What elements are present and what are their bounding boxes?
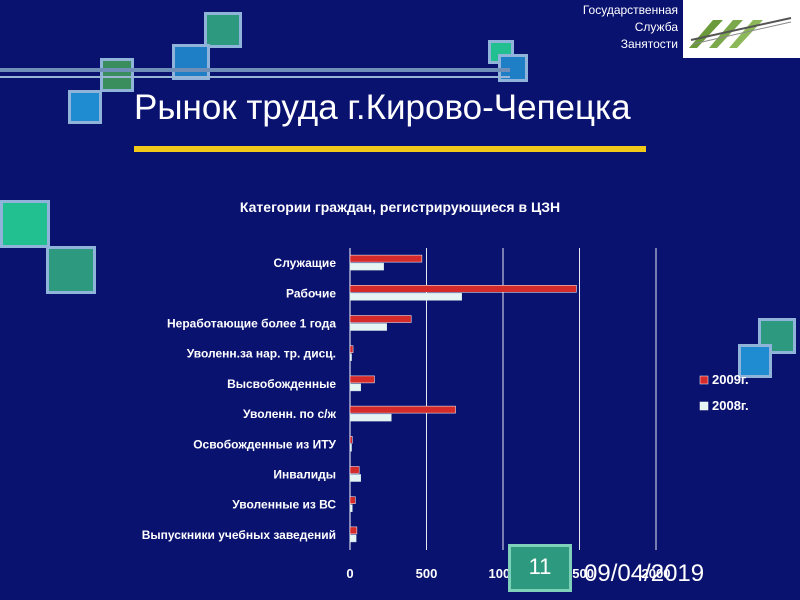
category-label: Освобожденные из ИТУ	[193, 437, 336, 451]
category-label: Уволенные из ВС	[232, 498, 336, 512]
category-label: Инвалиды	[273, 468, 336, 482]
title-underline	[134, 146, 646, 152]
chart-title: Категории граждан, регистрирующиеся в ЦЗ…	[239, 199, 561, 215]
x-tick-label: 2000	[642, 566, 671, 581]
bar-2009	[349, 405, 456, 414]
x-tick-label: 0	[346, 566, 353, 581]
bar-2008	[349, 504, 353, 512]
bar-2008	[349, 383, 361, 392]
legend-swatch	[699, 375, 709, 385]
category-label: Выпускники учебных заведений	[142, 528, 336, 542]
decor-square	[0, 200, 50, 248]
bar-2009	[349, 345, 354, 353]
page-number: 11	[508, 544, 572, 592]
decor-square	[172, 44, 210, 80]
bar-2008	[349, 353, 352, 361]
bar-2009	[349, 466, 360, 474]
category-label: Служащие	[274, 256, 337, 270]
decor-square	[498, 54, 528, 82]
org-line: Государственная	[582, 3, 678, 17]
legend-swatch	[699, 401, 709, 411]
bar-2008	[349, 293, 462, 301]
bar-2009	[349, 254, 423, 263]
x-tick-label: 1500	[565, 566, 594, 581]
bar-2009	[349, 496, 356, 504]
bar-2008	[349, 534, 357, 543]
page-title: Рынок труда г.Кирово-Чепецка	[134, 88, 631, 127]
bar-2009	[349, 436, 353, 444]
category-label: Высвобожденные	[227, 377, 336, 391]
decor-line	[0, 68, 510, 72]
bar-2009	[349, 315, 412, 323]
decor-square	[204, 12, 242, 48]
decor-square	[738, 344, 772, 378]
bar-2008	[349, 413, 392, 422]
decor-square	[46, 246, 96, 294]
bar-2009	[349, 285, 577, 293]
legend-label: 2008г.	[712, 398, 749, 413]
category-label: Рабочие	[286, 286, 336, 300]
decor-line	[0, 76, 510, 78]
legend-label: 2009г.	[712, 372, 749, 387]
bar-2009	[349, 375, 375, 384]
organization-name: Государственная Служба Занятости	[546, 2, 678, 53]
decor-square	[100, 58, 134, 92]
bar-2008	[349, 262, 384, 271]
slide-date: 09/04/2019	[584, 560, 705, 587]
category-label: Неработающие более 1 года	[167, 317, 336, 331]
category-label: Уволенн.за нар. тр. дисц.	[187, 347, 336, 361]
bar-2008	[349, 474, 361, 482]
decor-square	[68, 90, 102, 124]
bar-2009	[349, 526, 358, 535]
bar-2008	[349, 444, 352, 452]
category-label: Уволенн. по с/ж	[243, 407, 336, 421]
x-tick-label: 500	[416, 566, 438, 581]
org-line: Служба	[634, 20, 678, 34]
org-line: Занятости	[620, 37, 678, 51]
bar-2008	[349, 323, 387, 331]
employment-service-logo-icon	[683, 0, 800, 58]
